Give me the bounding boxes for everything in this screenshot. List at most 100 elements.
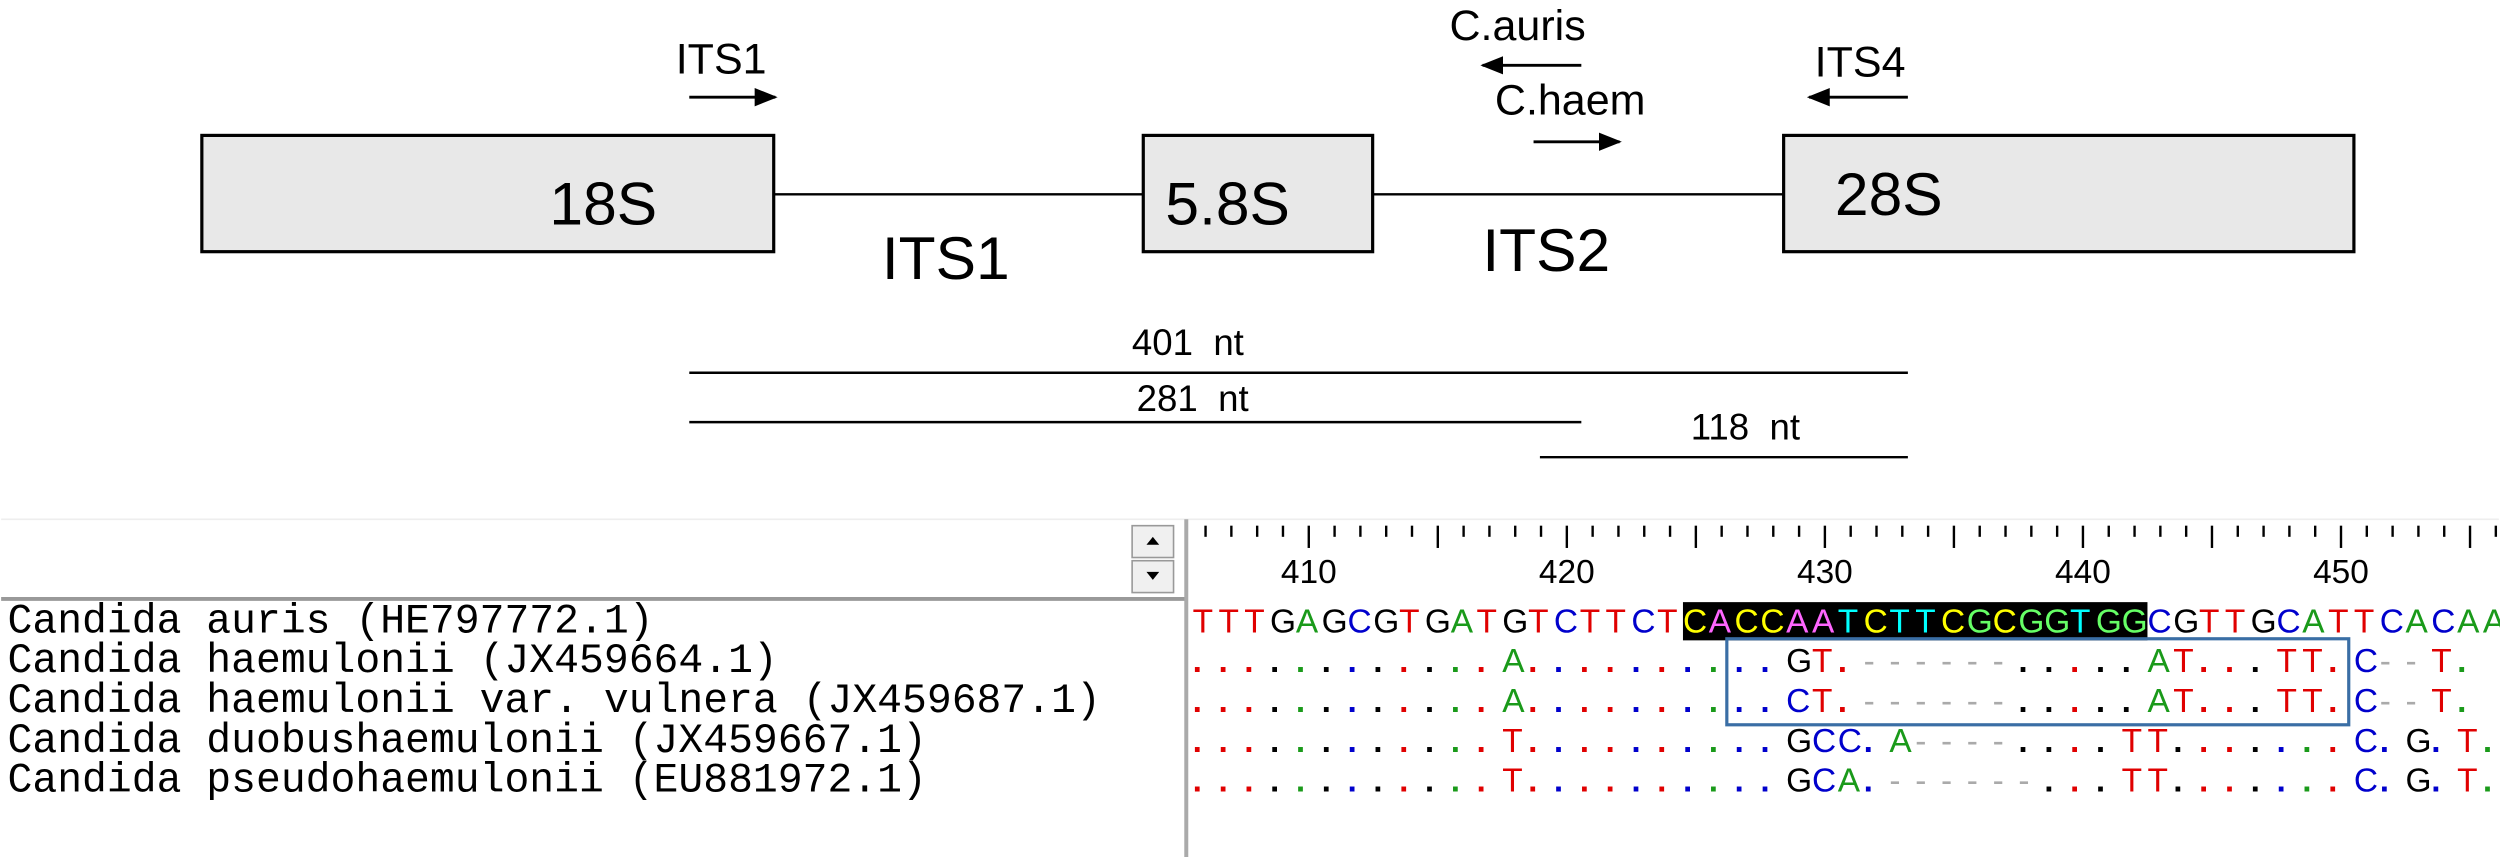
base: - xyxy=(1889,683,1900,720)
base: . xyxy=(1347,683,1356,720)
base: T xyxy=(2354,603,2374,640)
base: . xyxy=(2122,643,2131,680)
base: . xyxy=(2457,683,2466,720)
base: . xyxy=(1528,763,1537,800)
base: . xyxy=(1580,643,1589,680)
base: . xyxy=(1425,683,1434,720)
amplicon-label: 118 nt xyxy=(1691,407,1800,448)
base: G xyxy=(1967,603,1993,640)
base: A xyxy=(1889,723,1912,760)
base: . xyxy=(2096,643,2105,680)
base: G xyxy=(1786,723,1812,760)
base: C xyxy=(1812,723,1836,760)
scroll-up-button[interactable] xyxy=(1131,524,1175,559)
base: A xyxy=(1786,603,1809,640)
base: . xyxy=(1193,763,1202,800)
base: . xyxy=(1477,763,1486,800)
base: . xyxy=(1631,763,1640,800)
base: - xyxy=(1864,683,1875,720)
base: T xyxy=(1657,603,1677,640)
base: G xyxy=(1425,603,1451,640)
base: . xyxy=(1760,763,1769,800)
base: . xyxy=(1864,723,1873,760)
base: C xyxy=(1941,603,1965,640)
base: . xyxy=(1683,683,1692,720)
base: . xyxy=(1554,763,1563,800)
base: A xyxy=(1296,603,1319,640)
base: . xyxy=(1373,763,1382,800)
base: G xyxy=(2406,723,2432,760)
base: A xyxy=(1838,763,1861,800)
base: . xyxy=(1244,763,1253,800)
scroll-up-icon xyxy=(1146,536,1160,545)
base: A xyxy=(1451,603,1474,640)
base: . xyxy=(2122,683,2131,720)
base: T xyxy=(2276,643,2296,680)
base: G xyxy=(1322,603,1348,640)
base: G xyxy=(1786,643,1812,680)
base: . xyxy=(1451,763,1460,800)
base: . xyxy=(1347,723,1356,760)
base: . xyxy=(2328,683,2337,720)
base: T xyxy=(2302,683,2322,720)
base: . xyxy=(2225,763,2234,800)
base: . xyxy=(2096,683,2105,720)
base: . xyxy=(2199,643,2208,680)
base: T xyxy=(1812,683,1832,720)
base: . xyxy=(1554,683,1563,720)
base: . xyxy=(2328,643,2337,680)
sequence-name: Candida pseudohaemulonii (EU881972.1) xyxy=(8,759,927,805)
primer-label: C.haem xyxy=(1495,77,1646,125)
base: T xyxy=(1812,643,1832,680)
base: . xyxy=(2018,683,2027,720)
base: . xyxy=(1296,643,1305,680)
base: T xyxy=(2199,603,2219,640)
base: . xyxy=(1193,723,1202,760)
base: T xyxy=(2173,643,2193,680)
base: - xyxy=(2406,643,2417,680)
base: . xyxy=(1399,643,1408,680)
gene-box xyxy=(1782,133,2356,254)
base: . xyxy=(2302,723,2311,760)
base: . xyxy=(1218,683,1227,720)
base: A xyxy=(1812,603,1835,640)
base: T xyxy=(2431,643,2451,680)
base: . xyxy=(2173,723,2182,760)
base: . xyxy=(1244,643,1253,680)
base: A xyxy=(2147,683,2170,720)
base: . xyxy=(1322,723,1331,760)
base: . xyxy=(2070,723,2079,760)
base: C xyxy=(2431,603,2455,640)
base: . xyxy=(1270,763,1279,800)
base: . xyxy=(1838,683,1847,720)
base: C xyxy=(1735,603,1759,640)
base: . xyxy=(2431,763,2440,800)
base: A xyxy=(1502,683,1525,720)
base: . xyxy=(2328,723,2337,760)
base: . xyxy=(1709,643,1718,680)
base: G xyxy=(2044,603,2070,640)
base: . xyxy=(1322,763,1331,800)
base: T xyxy=(1838,603,1858,640)
amplicon-label: 281 nt xyxy=(1137,378,1249,419)
base: . xyxy=(1838,643,1847,680)
base: . xyxy=(1373,723,1382,760)
base: . xyxy=(2225,683,2234,720)
base: . xyxy=(1657,683,1666,720)
base: - xyxy=(2018,763,2029,800)
gene-box xyxy=(200,133,776,254)
base: T xyxy=(2457,763,2477,800)
base: . xyxy=(2199,763,2208,800)
base: - xyxy=(1915,683,1926,720)
base: . xyxy=(1347,763,1356,800)
base: . xyxy=(1193,643,1202,680)
base: A xyxy=(2302,603,2325,640)
base: . xyxy=(1399,723,1408,760)
base: . xyxy=(1580,683,1589,720)
base: . xyxy=(1683,643,1692,680)
base: . xyxy=(1451,723,1460,760)
base: - xyxy=(1993,723,2004,760)
base: T xyxy=(2328,603,2348,640)
base: . xyxy=(1322,643,1331,680)
